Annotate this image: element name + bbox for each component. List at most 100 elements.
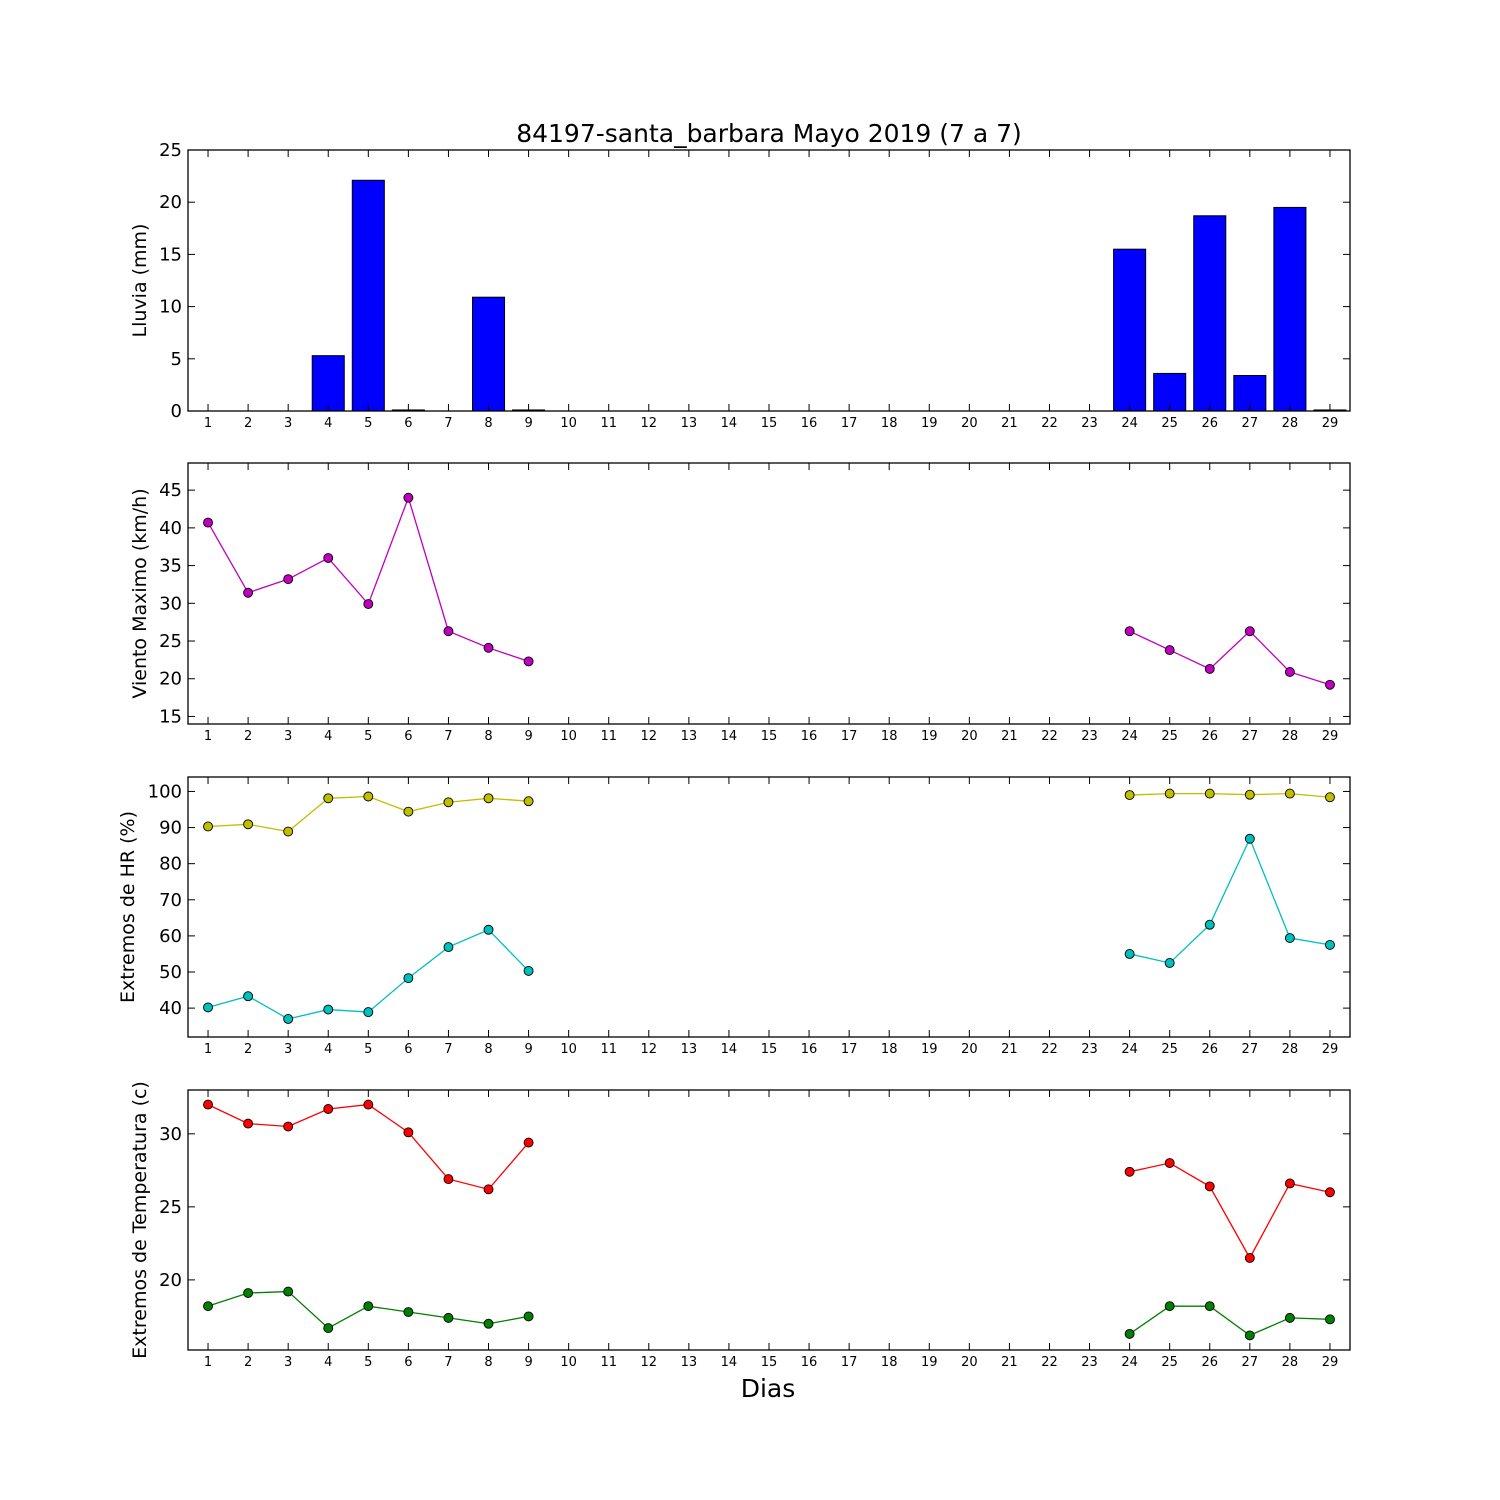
series-2-point-day-24 <box>1124 948 1135 959</box>
x-tick-label: 28 <box>1282 1355 1299 1370</box>
x-tick-label: 13 <box>681 729 698 744</box>
x-tick-label: 17 <box>841 416 858 431</box>
series-1-point-day-1 <box>203 1099 213 1110</box>
series-1-point-day-2 <box>243 1118 254 1129</box>
series-1-point-day-8 <box>483 642 494 653</box>
x-tick-label: 3 <box>284 1042 292 1057</box>
x-tick-label: 20 <box>961 729 978 744</box>
series-2-line-1 <box>207 928 530 1020</box>
series-1-point-day-4 <box>323 553 334 563</box>
x-tick-label: 3 <box>284 729 292 744</box>
series-1-point-day-6 <box>403 1127 414 1138</box>
series-1-point-day-4 <box>323 793 334 804</box>
series-1-point-day-27 <box>1244 1253 1255 1263</box>
x-tick-label: 29 <box>1322 729 1339 744</box>
y-tick-label: 90 <box>159 818 182 839</box>
x-tick-label: 12 <box>641 1042 658 1057</box>
x-tick-label: 27 <box>1242 729 1259 744</box>
x-tick-label: 15 <box>761 729 778 744</box>
x-tick-label: 28 <box>1282 416 1299 431</box>
x-tick-label: 2 <box>244 1355 252 1370</box>
y-axis-label: Lluvia (mm) <box>129 224 151 338</box>
axes-frame <box>187 776 1351 1038</box>
axes-frame <box>187 1089 1351 1351</box>
x-tick-label: 13 <box>681 1042 698 1057</box>
y-axis-label: Extremos de Temperatura (c) <box>129 1081 151 1359</box>
x-tick-label: 10 <box>560 1355 577 1370</box>
series-1-point-day-24 <box>1124 626 1135 637</box>
series-2-point-day-5 <box>363 1007 374 1018</box>
series-2-point-day-9 <box>523 965 534 976</box>
x-tick-label: 15 <box>761 416 778 431</box>
x-tick-label: 13 <box>681 416 698 431</box>
x-tick-label: 9 <box>524 1042 532 1057</box>
series-2-point-day-8 <box>483 924 494 935</box>
y-tick-label: 60 <box>159 926 182 947</box>
x-tick-label: 9 <box>524 416 532 431</box>
series-2-point-day-26 <box>1204 1301 1215 1312</box>
x-tick-label: 23 <box>1081 1355 1098 1370</box>
x-tick-label: 22 <box>1041 416 1058 431</box>
x-tick-label: 8 <box>484 1042 492 1057</box>
x-tick-label: 21 <box>1001 1355 1018 1370</box>
x-tick-label: 5 <box>364 729 372 744</box>
series-1-point-day-5 <box>363 1099 374 1110</box>
x-tick-label: 11 <box>600 1042 617 1057</box>
y-tick-label: 15 <box>159 244 182 265</box>
series-1-point-day-28 <box>1284 667 1295 677</box>
y-tick-label: 25 <box>159 1197 182 1218</box>
y-axis-label: Extremos de HR (%) <box>117 811 139 1003</box>
x-tick-label: 9 <box>524 1355 532 1370</box>
y-tick-label: 50 <box>159 962 182 983</box>
x-tick-label: 15 <box>761 1355 778 1370</box>
x-tick-label: 1 <box>204 1042 212 1057</box>
series-2-point-day-26 <box>1204 919 1215 930</box>
x-tick-label: 19 <box>921 1355 938 1370</box>
series-2-point-day-9 <box>523 1311 534 1322</box>
series-1-point-day-25 <box>1164 1158 1175 1168</box>
series-1-point-day-27 <box>1244 789 1255 800</box>
series-2-point-day-4 <box>323 1004 334 1015</box>
series-2-point-day-8 <box>483 1318 494 1329</box>
x-tick-label: 5 <box>364 416 372 431</box>
y-tick-label: 15 <box>159 706 182 727</box>
x-tick-label: 16 <box>801 1355 818 1370</box>
series-2-point-day-2 <box>243 1288 254 1298</box>
series-1-point-day-8 <box>483 1184 494 1195</box>
x-tick-label: 5 <box>364 1355 372 1370</box>
x-tick-label: 26 <box>1201 729 1218 744</box>
x-tick-label: 25 <box>1161 1355 1178 1370</box>
series-1-point-day-9 <box>523 656 534 667</box>
x-tick-label: 20 <box>961 1042 978 1057</box>
y-tick-label: 25 <box>159 631 182 652</box>
x-tick-label: 7 <box>444 416 452 431</box>
x-tick-label: 2 <box>244 416 252 431</box>
x-tick-label: 11 <box>600 416 617 431</box>
series-2-point-day-25 <box>1164 958 1175 968</box>
x-tick-label: 10 <box>560 416 577 431</box>
series-1-point-day-9 <box>523 796 534 807</box>
series-1-point-day-26 <box>1204 788 1215 799</box>
series-2-point-day-29 <box>1325 939 1335 950</box>
x-tick-label: 6 <box>404 1042 412 1057</box>
series-1-point-day-6 <box>403 492 414 503</box>
series-1-point-day-2 <box>243 587 254 598</box>
series-2-point-day-27 <box>1244 1330 1255 1341</box>
x-tick-label: 24 <box>1121 729 1138 744</box>
series-1-point-day-29 <box>1325 1187 1335 1198</box>
x-tick-label: 4 <box>324 1355 332 1370</box>
series-2-point-day-2 <box>243 991 254 1002</box>
y-tick-label: 45 <box>159 480 182 501</box>
x-tick-label: 22 <box>1041 729 1058 744</box>
series-2-point-day-3 <box>283 1286 294 1297</box>
x-tick-label: 20 <box>961 416 978 431</box>
x-tick-label: 4 <box>324 729 332 744</box>
series-1-point-day-26 <box>1204 1181 1215 1192</box>
x-tick-label: 24 <box>1121 1042 1138 1057</box>
series-1-point-day-1 <box>203 821 213 832</box>
series-1-point-day-25 <box>1164 645 1175 656</box>
x-tick-label: 8 <box>484 729 492 744</box>
x-tick-label: 25 <box>1161 729 1178 744</box>
series-1-point-day-26 <box>1204 663 1215 674</box>
